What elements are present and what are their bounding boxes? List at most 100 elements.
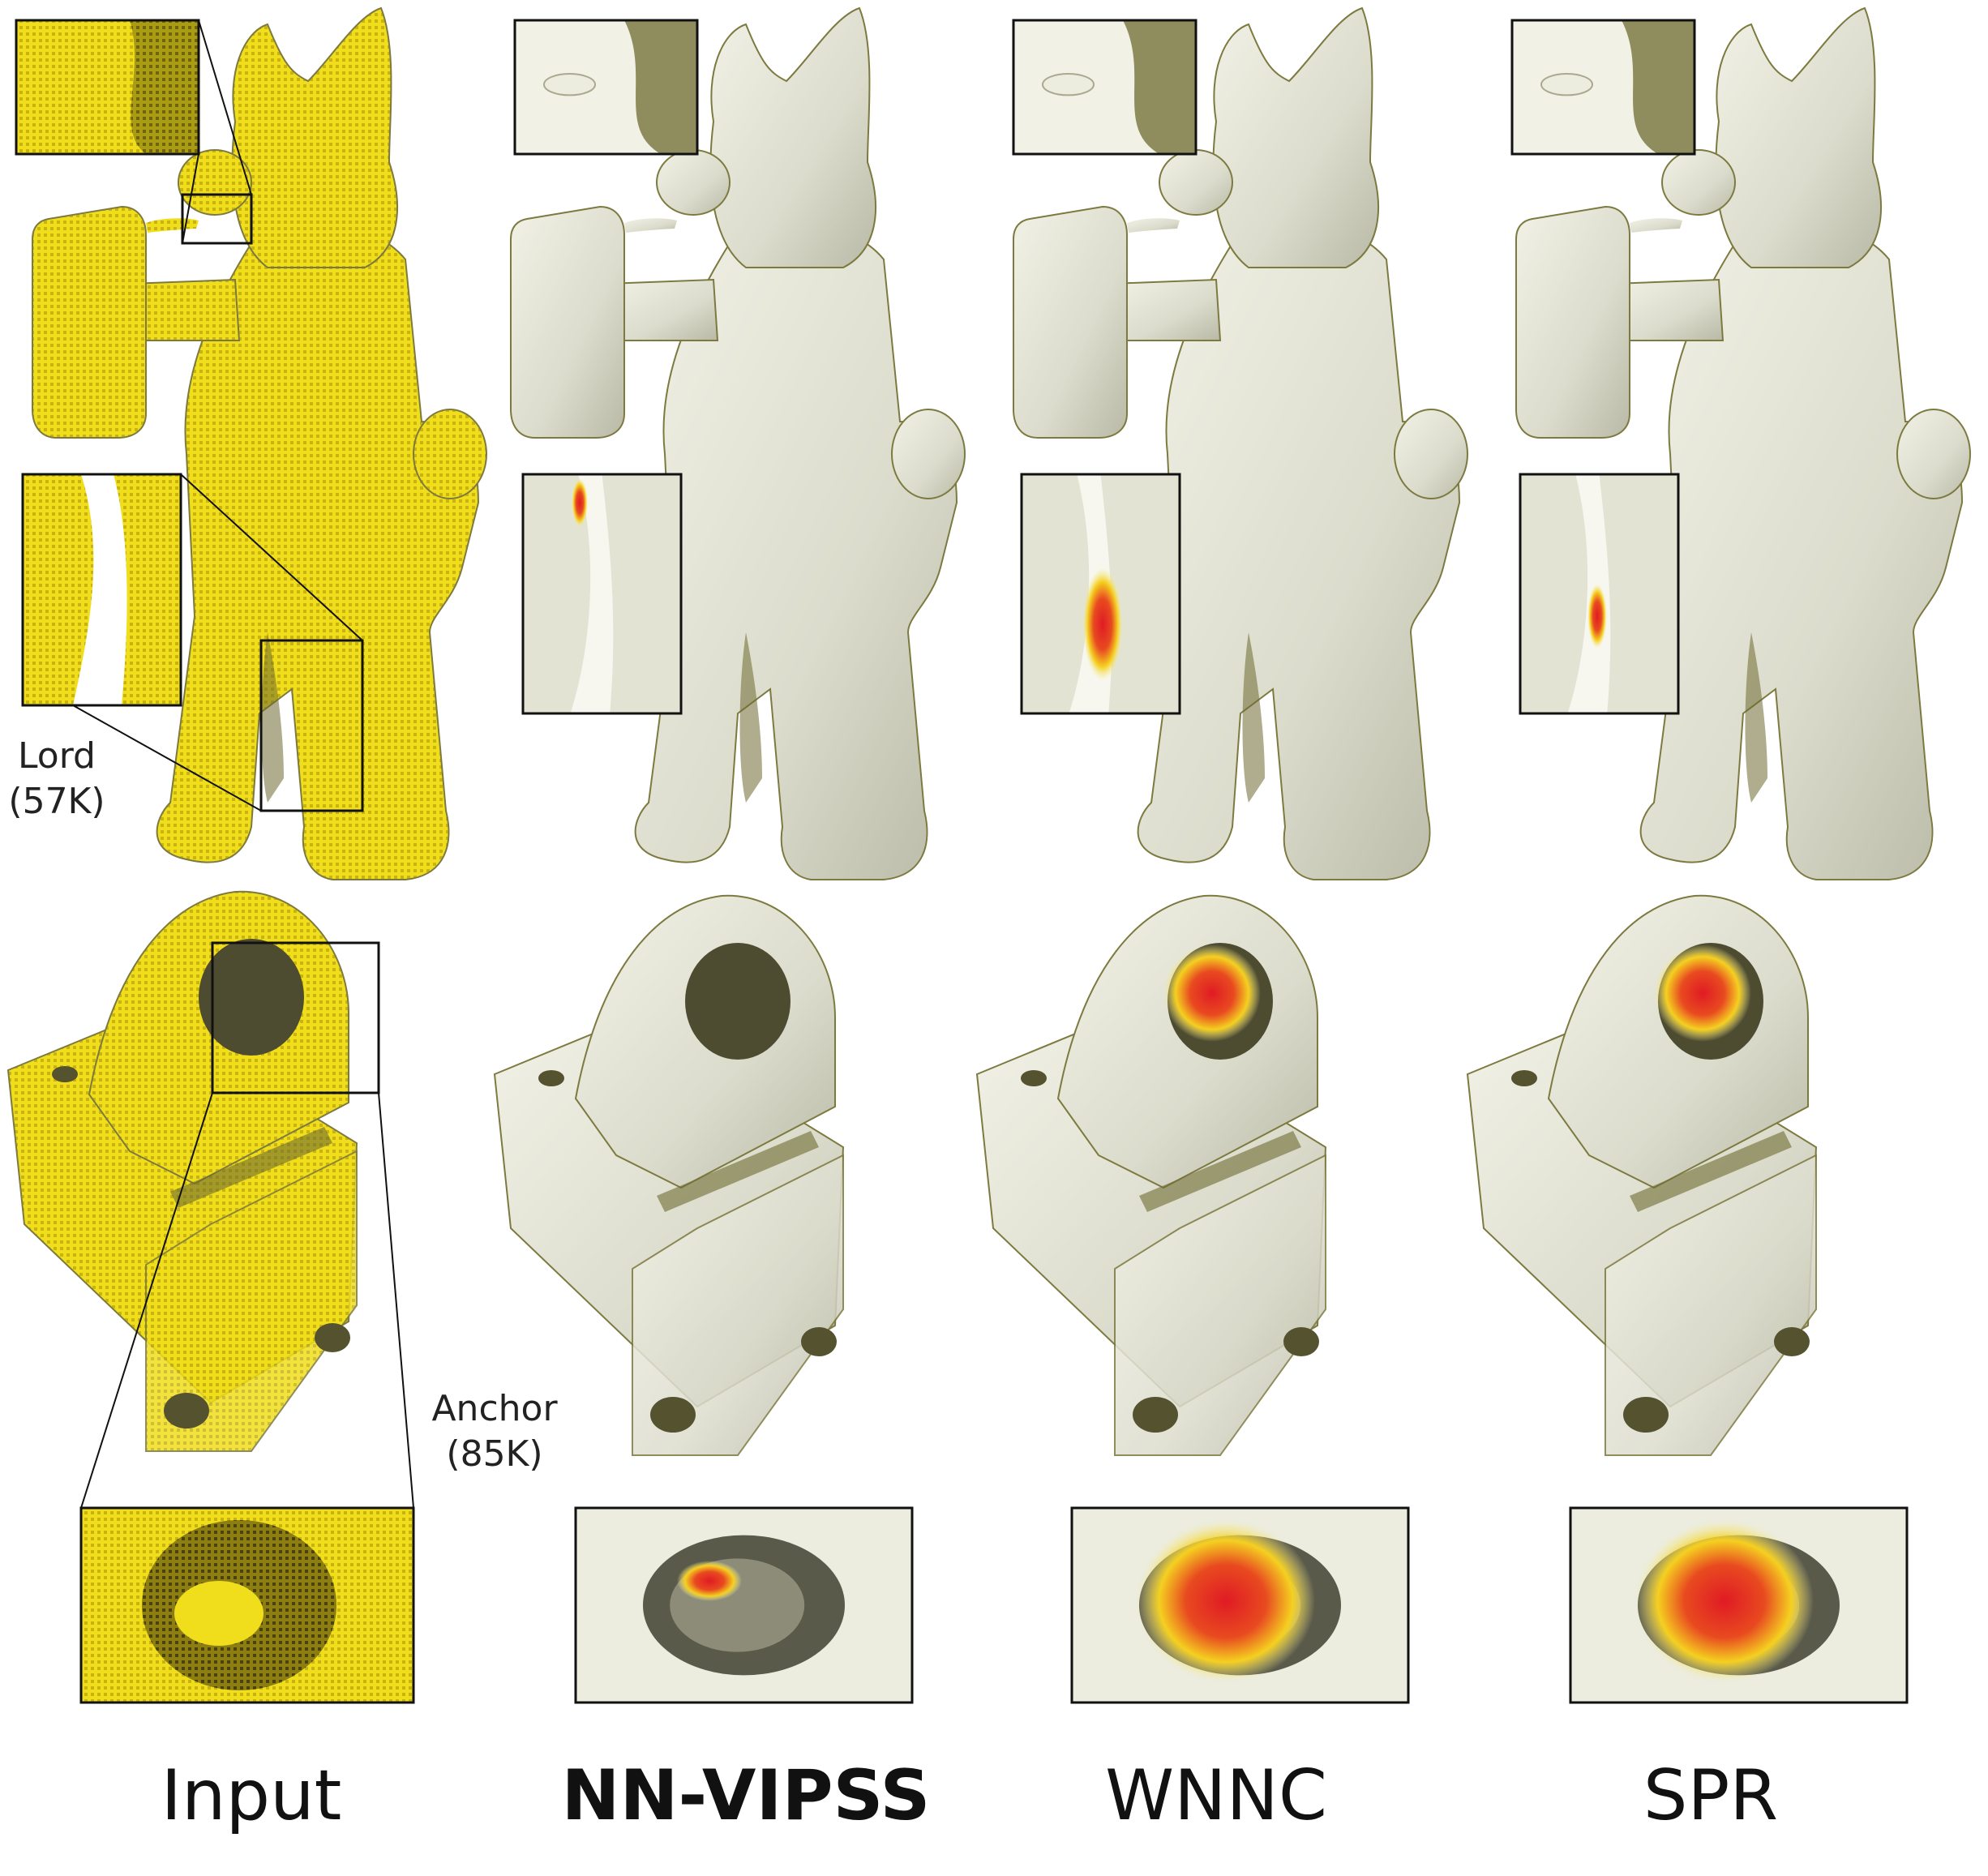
inset-connector <box>80 1092 213 1509</box>
lord-hammer <box>32 205 147 439</box>
inset-whisker <box>543 73 596 96</box>
anchor-side-hole <box>164 1393 209 1428</box>
inset-connector <box>198 19 252 195</box>
error-hotspot <box>1635 1520 1814 1682</box>
inset-method-gap <box>523 474 681 713</box>
lord-snout <box>1661 149 1736 216</box>
anchor-front <box>1605 1154 1817 1456</box>
inset-connector <box>180 473 363 641</box>
lord-head <box>709 6 876 268</box>
error-hotspot <box>1654 944 1751 1042</box>
inset-connector <box>378 1092 414 1509</box>
error-hotspot <box>1082 568 1123 681</box>
inset-frame <box>521 473 683 715</box>
anchor-plate-hole <box>1021 1070 1047 1086</box>
anchor-slot <box>170 1127 332 1208</box>
inset-frame <box>513 19 699 156</box>
model-count-lord: (57K) <box>8 781 105 822</box>
lord-hand <box>413 409 487 499</box>
inset-frame <box>1510 19 1696 156</box>
inset-whisker <box>1042 73 1095 96</box>
inset-shape <box>624 20 697 154</box>
lord-model <box>510 6 1329 880</box>
anchor-side-hole <box>650 1397 696 1433</box>
inset-frame <box>574 1506 914 1704</box>
error-hotspot <box>677 1561 742 1601</box>
model-name-anchor: Anchor <box>431 1388 558 1429</box>
lord-leg-gap <box>739 632 762 803</box>
lord-hand <box>891 409 966 499</box>
inset-method-whisker <box>515 20 697 154</box>
anchor-plate-hole <box>52 1066 78 1082</box>
lord-snout <box>1159 149 1233 216</box>
inset-method-whisker <box>1512 20 1695 154</box>
error-hotspot <box>572 478 588 527</box>
column-label-spr: SPR <box>1643 1755 1779 1836</box>
lord-model <box>1013 6 1468 880</box>
anchor-slot <box>1139 1131 1301 1212</box>
inset-method-hole <box>576 1508 912 1703</box>
inset-method-whisker <box>1013 20 1196 154</box>
anchor-model <box>6 890 358 1452</box>
inset-frame <box>211 941 380 1094</box>
inset-gap <box>73 474 127 705</box>
error-hotspot <box>1163 944 1261 1042</box>
anchor-slot <box>657 1131 819 1212</box>
inset-hole-inner <box>174 1581 263 1646</box>
anchor-side-hole <box>1774 1327 1810 1356</box>
lord-snout <box>656 149 731 216</box>
inset-frame <box>21 473 182 707</box>
inset-frame <box>259 639 364 812</box>
lord-whisker <box>146 218 199 233</box>
lord-whisker <box>1630 218 1682 233</box>
anchor-hole <box>199 939 304 1056</box>
lord-leg-gap <box>1745 632 1767 803</box>
anchor-front <box>1114 1154 1326 1456</box>
inset-gap <box>570 474 614 713</box>
column-label-nn-vipss: NN-VIPSS <box>561 1755 931 1836</box>
anchor-hole <box>685 943 790 1060</box>
error-hotspot <box>1137 1520 1315 1682</box>
anchor-side-hole <box>801 1327 837 1356</box>
lord-whisker <box>624 218 677 233</box>
column-label-input: Input <box>161 1755 342 1836</box>
model-count-anchor: (85K) <box>446 1433 543 1475</box>
column-label-wnnc: WNNC <box>1105 1755 1327 1836</box>
inset-frame <box>1569 1506 1909 1704</box>
lord-hammer <box>510 205 625 439</box>
anchor-side-hole <box>1283 1327 1319 1356</box>
inset-shape <box>1123 20 1196 154</box>
anchor-front <box>632 1154 844 1456</box>
lord-leg-gap <box>261 632 284 803</box>
lord-hammer <box>1515 205 1630 439</box>
inset-connector <box>182 153 199 244</box>
inset-frame <box>1070 1506 1410 1704</box>
anchor-plate-hole <box>538 1070 564 1086</box>
anchor-side-hole <box>1133 1397 1178 1433</box>
inset-whisker <box>1540 73 1593 96</box>
inset-method-gap <box>1520 474 1678 713</box>
anchor-side-hole <box>315 1323 350 1352</box>
anchor-front <box>145 1150 358 1452</box>
inset-frame <box>79 1506 415 1704</box>
lord-head <box>1715 6 1882 268</box>
inset-frame <box>15 19 200 156</box>
anchor-model <box>1466 894 1818 1456</box>
lord-model <box>1515 6 1971 880</box>
anchor-model <box>493 894 845 1456</box>
inset-shape <box>1622 20 1695 154</box>
lord-head <box>231 6 398 268</box>
anchor-slot <box>1630 1131 1792 1212</box>
error-hotspot <box>1587 584 1607 649</box>
anchor-plate-hole <box>1511 1070 1537 1086</box>
lord-hand <box>1394 409 1468 499</box>
lord-head <box>1212 6 1379 268</box>
anchor-model <box>975 894 1327 1456</box>
inset-frame <box>181 193 253 245</box>
lord-whisker <box>1127 218 1180 233</box>
anchor-side-hole <box>1623 1397 1669 1433</box>
inset-shape <box>130 20 199 154</box>
lord-hammer <box>1013 205 1128 439</box>
